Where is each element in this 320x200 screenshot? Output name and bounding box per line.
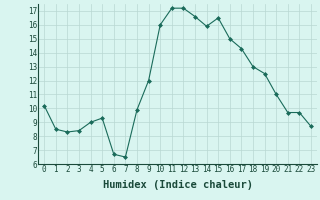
X-axis label: Humidex (Indice chaleur): Humidex (Indice chaleur) xyxy=(103,180,252,190)
